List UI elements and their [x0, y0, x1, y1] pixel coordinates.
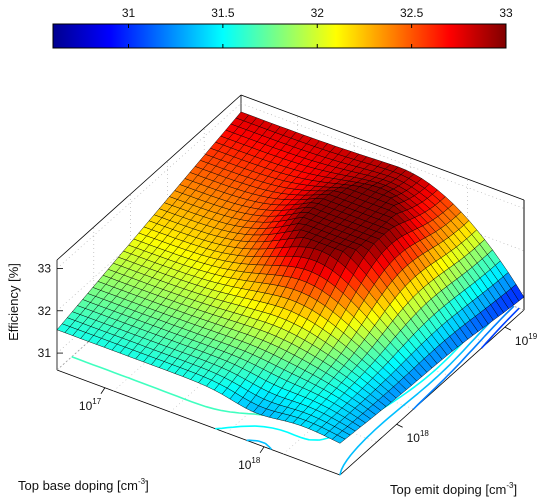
colorbar-tick-label: 31 [122, 6, 136, 20]
box-edge [339, 309, 525, 476]
z-tick-label: 33 [38, 261, 52, 275]
y-tick [396, 423, 403, 428]
x-axis-label-tail: ] [145, 478, 149, 493]
box-edge [56, 94, 242, 261]
efficiency-surface [56, 111, 525, 444]
x-axis-label-main: Top base doping [cm [18, 478, 138, 493]
colorbar-gradient [52, 23, 507, 49]
y-tick [504, 326, 512, 331]
x-tick [259, 446, 265, 454]
y-axis-label: Top emit doping [cm-3] [390, 481, 517, 497]
contour-line [412, 305, 515, 410]
x-tick [100, 387, 106, 394]
colorbar-tick-label: 31.5 [211, 6, 235, 20]
contour-line [481, 307, 520, 349]
box-edge [56, 369, 341, 476]
colorbar-tick-label: 32.5 [400, 6, 424, 20]
y-tick-label: 1018 [407, 429, 430, 445]
x-tick-label: 1017 [79, 397, 102, 413]
x-tick-label: 1018 [238, 456, 261, 472]
colorbar: 31 31.5 32 32.5 33 [52, 6, 513, 49]
box-edge [240, 94, 525, 201]
colorbar-tick-label: 33 [499, 6, 513, 20]
surface-cell [331, 434, 346, 444]
z-axis-label: Efficiency [%] [6, 263, 21, 341]
axis-ticks: 31 32 33 1017 1018 1018 1019 [38, 261, 538, 471]
y-axis-label-tail: ] [513, 482, 517, 497]
z-tick-label: 32 [38, 304, 52, 318]
y-axis-label-exp: -3 [506, 481, 514, 490]
y-axis-label-main: Top emit doping [cm [390, 482, 506, 497]
y-tick-label: 1019 [515, 332, 538, 348]
x-axis-label-exp: -3 [138, 477, 146, 486]
z-tick-label: 31 [38, 346, 52, 360]
x-axis-label: Top base doping [cm-3] [18, 477, 149, 493]
colorbar-ticks: 31 31.5 32 32.5 33 [122, 6, 513, 48]
colorbar-tick-label: 32 [311, 6, 325, 20]
